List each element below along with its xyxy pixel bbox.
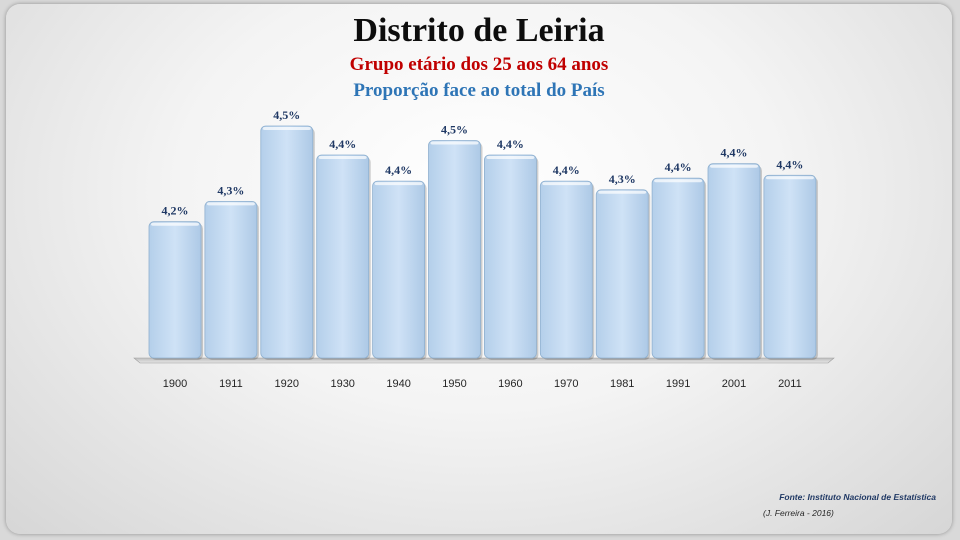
x-tick-label-1930: 1930	[330, 378, 354, 390]
bar-2001	[707, 163, 761, 359]
bar-1911	[204, 200, 258, 359]
x-tick-label-2001: 2001	[722, 378, 746, 390]
bar-1991	[651, 177, 705, 359]
bar-1970	[539, 180, 593, 359]
source-note: Fonte: Instituto Nacional de Estatística	[779, 492, 936, 502]
x-tick-label-2011: 2011	[778, 378, 802, 390]
x-tick-label-1960: 1960	[498, 378, 522, 390]
bar-1900	[148, 221, 202, 359]
bar-highlight	[151, 222, 199, 226]
data-label-2011: 4,4%	[776, 157, 803, 171]
bar-highlight	[654, 179, 703, 183]
x-tick-label-1911: 1911	[219, 378, 243, 390]
data-label-1940: 4,4%	[385, 163, 412, 177]
bar-2011	[763, 174, 817, 359]
bar-highlight	[262, 127, 311, 130]
credit-note: (J. Ferreira - 2016)	[763, 508, 834, 518]
data-label-1950: 4,5%	[441, 123, 468, 137]
chart-subtitle-2: Proporção face ao total do País	[353, 80, 605, 101]
x-tick-label-1950: 1950	[442, 378, 466, 390]
bar-highlight	[486, 156, 535, 159]
slide: Distrito de Leiria Grupo etário dos 25 a…	[6, 4, 952, 534]
bar-1920	[260, 125, 314, 359]
data-label-1960: 4,4%	[497, 137, 524, 151]
bar-highlight	[598, 190, 647, 194]
bar-highlight	[430, 141, 479, 145]
data-label-1900: 4,2%	[162, 204, 189, 218]
bar-highlight	[542, 182, 591, 186]
x-tick-label-1970: 1970	[554, 378, 578, 390]
x-tick-label-1981: 1981	[610, 378, 634, 390]
bar-1950	[428, 140, 481, 359]
data-label-1930: 4,4%	[329, 137, 356, 151]
data-label-1981: 4,3%	[609, 172, 636, 186]
bar-highlight	[206, 202, 255, 206]
x-tick-label-1991: 1991	[666, 378, 690, 390]
bar-1930	[316, 154, 370, 359]
data-label-1991: 4,4%	[665, 160, 692, 174]
bar-chart: 4,2% 1900 4,3% 1911 4,5% 1920 4,4% 1930 4,4% 1940…	[133, 108, 835, 390]
data-label-2001: 4,4%	[721, 146, 748, 160]
bar-highlight	[318, 156, 367, 159]
chart-title: Distrito de Leiria	[353, 12, 605, 49]
chart-subtitle: Grupo etário dos 25 aos 64 anos	[349, 54, 609, 75]
x-tick-label-1900: 1900	[163, 378, 187, 390]
data-label-1920: 4,5%	[273, 108, 300, 122]
data-label-1970: 4,4%	[553, 163, 580, 177]
bar-1940	[372, 180, 426, 359]
bar-highlight	[374, 182, 423, 186]
x-tick-label-1920: 1920	[275, 378, 299, 390]
bar-highlight	[765, 176, 814, 180]
data-label-1911: 4,3%	[217, 183, 244, 197]
bar-1981	[595, 189, 649, 359]
bar-highlight	[710, 164, 758, 168]
bar-1960	[483, 154, 537, 359]
x-tick-label-1940: 1940	[386, 378, 410, 390]
